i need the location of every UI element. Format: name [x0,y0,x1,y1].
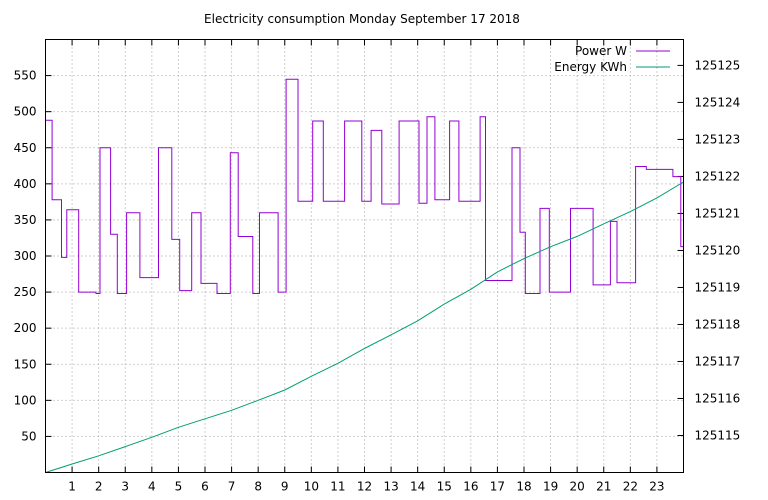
x-tick-label: 10 [304,480,319,494]
x-tick-label: 17 [490,480,505,494]
legend: Power W Energy KWh [554,44,670,74]
y2-tick-label: 125116 [695,391,741,405]
y2-tick-label: 125124 [695,95,741,109]
y2-tick-label: 125123 [695,132,741,146]
series-lines [45,78,684,473]
y-tick-label: 400 [14,177,37,191]
x-tick-label: 1 [68,480,76,494]
x-tick-label: 18 [516,480,531,494]
y-tick-label: 350 [14,213,37,227]
x-tick-label: 4 [148,480,156,494]
x-tick-label: 8 [254,480,262,494]
y2-tick-label: 125117 [695,354,741,368]
x-tick-label: 22 [623,480,638,494]
x-tick-label: 21 [596,480,611,494]
x-tick-label: 23 [649,480,664,494]
series-line-energy [45,181,684,473]
x-tick-label: 11 [330,480,345,494]
y2-tick-label: 125115 [695,428,741,442]
axis-ticks: 1 2 3 4 5 6 7 8 9 10 11 12 13 14 15 16 17 18 19 20 21 22 23501… [14,39,741,494]
x-tick-label: 15 [437,480,452,494]
grid-lines [45,39,684,473]
x-tick-label: 19 [543,480,558,494]
x-tick-label: 6 [201,480,209,494]
x-tick-label: 5 [175,480,183,494]
x-tick-label: 3 [121,480,129,494]
y2-tick-label: 125118 [695,317,741,331]
y-tick-label: 50 [21,429,36,443]
series-line-power [45,78,684,294]
legend-label-energy: Energy KWh [554,60,627,74]
y2-tick-label: 125121 [695,206,741,220]
x-tick-label: 20 [570,480,585,494]
y-tick-label: 200 [14,321,37,335]
x-tick-label: 9 [281,480,289,494]
y2-tick-label: 125122 [695,169,741,183]
y-tick-label: 100 [14,393,37,407]
y-tick-label: 450 [14,141,37,155]
x-tick-label: 12 [357,480,372,494]
chart-title: Electricity consumption Monday September… [204,12,520,26]
y-tick-label: 300 [14,249,37,263]
y-tick-label: 550 [14,69,37,83]
x-tick-label: 16 [463,480,478,494]
y2-tick-label: 125120 [695,243,741,257]
y2-tick-label: 125119 [695,280,741,294]
x-tick-label: 2 [95,480,103,494]
plot-frame [45,39,684,473]
x-tick-label: 14 [410,480,425,494]
y-tick-label: 250 [14,285,37,299]
x-tick-label: 7 [228,480,236,494]
y2-tick-label: 125125 [695,58,741,72]
y-tick-label: 500 [14,105,37,119]
x-tick-label: 13 [383,480,398,494]
legend-label-power: Power W [575,44,627,58]
y-tick-label: 150 [14,357,37,371]
